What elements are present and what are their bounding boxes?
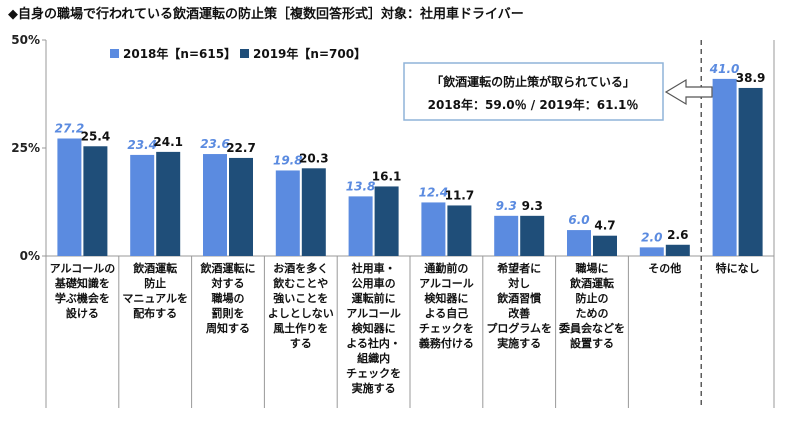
legend: 2018年【n=615】 2019年【n=700】 bbox=[110, 46, 366, 61]
y-tick-label: 25% bbox=[11, 141, 40, 155]
data-label-2019: 4.7 bbox=[594, 219, 615, 233]
category-label: 社用車・公用車の運転前にアルコール検知器による社内・組織内チェックを実施する bbox=[346, 261, 401, 395]
category-label: 職場に飲酒運転防止のための委員会などを設置する bbox=[558, 261, 625, 350]
bar-2018 bbox=[348, 196, 373, 256]
data-label-2018: 9.3 bbox=[496, 199, 517, 213]
bar-2019 bbox=[83, 146, 108, 256]
y-tick-label: 0% bbox=[20, 249, 40, 263]
chart-title: ◆自身の職場で行われている飲酒運転の防止策［複数回答形式］対象：社用車ドライバー bbox=[8, 6, 524, 22]
data-label-2019: 2.6 bbox=[667, 228, 688, 242]
category-label: お酒を多く飲むことや強いことをよしとしない風土作りをする bbox=[268, 261, 334, 350]
y-tick-label: 50% bbox=[11, 33, 40, 47]
legend-swatch bbox=[240, 49, 249, 58]
bars bbox=[57, 78, 763, 257]
bar-2019 bbox=[520, 215, 545, 256]
data-label-2018: 12.4 bbox=[419, 185, 449, 199]
callout-line1: 「飲酒運転の防止策が取られている」 bbox=[431, 74, 635, 89]
data-label-2018: 6.0 bbox=[568, 213, 589, 227]
data-label-2019: 24.1 bbox=[153, 135, 183, 149]
y-axis: 0% 25% 50% bbox=[11, 33, 46, 263]
data-label-2019: 38.9 bbox=[736, 71, 766, 85]
callout-line2: 2018年：59.0％ / 2019年：61.1％ bbox=[428, 97, 639, 112]
data-label-2019: 9.3 bbox=[522, 199, 543, 213]
bar-2018 bbox=[567, 230, 591, 256]
bar-2019 bbox=[229, 157, 253, 256]
data-label-2019: 11.7 bbox=[445, 188, 475, 202]
bar-2019 bbox=[447, 205, 472, 256]
category-label: 飲酒運転防止マニュアルを配布する bbox=[122, 261, 188, 320]
bar-2018 bbox=[494, 215, 519, 256]
bar-2019 bbox=[738, 87, 763, 257]
legend-label: 2019年【n=700】 bbox=[253, 46, 366, 61]
data-label-2018: 19.8 bbox=[273, 153, 303, 167]
data-label-2018: 23.4 bbox=[127, 138, 157, 152]
data-label-2018: 13.8 bbox=[346, 179, 376, 193]
callout: 「飲酒運転の防止策が取られている」 2018年：59.0％ / 2019年：61… bbox=[403, 62, 713, 121]
category-label: 特になし bbox=[716, 261, 760, 275]
category-label: アルコールの基礎知識を学ぶ機会を設ける bbox=[50, 262, 116, 320]
data-label-2019: 22.7 bbox=[226, 141, 256, 155]
bar-2018 bbox=[57, 138, 82, 256]
category-label: 通勤前のアルコール検知器による自己チェックを義務付ける bbox=[419, 261, 474, 350]
data-label-2019: 16.1 bbox=[372, 169, 402, 183]
bar-2019 bbox=[156, 151, 181, 256]
bar-2018 bbox=[421, 202, 446, 256]
bar-2019 bbox=[593, 235, 617, 256]
category-labels: アルコールの基礎知識を学ぶ機会を設ける飲酒運転防止マニュアルを配布する飲酒運転に… bbox=[50, 261, 760, 395]
bar-2018 bbox=[275, 170, 300, 256]
callout-box bbox=[403, 62, 664, 121]
bar-2019 bbox=[665, 244, 690, 256]
data-label-2018: 2.0 bbox=[641, 230, 662, 244]
category-label: 飲酒運転に対する職場の罰則を周知する bbox=[200, 261, 256, 335]
legend-label: 2018年【n=615】 bbox=[123, 46, 236, 61]
data-label-2019: 25.4 bbox=[81, 129, 111, 143]
data-label-2019: 20.3 bbox=[299, 151, 329, 165]
bar-2018 bbox=[130, 154, 155, 256]
bar-2019 bbox=[301, 168, 326, 256]
data-label-2018: 41.0 bbox=[709, 62, 740, 76]
data-label-2018: 27.2 bbox=[55, 121, 85, 135]
category-label: その他 bbox=[648, 261, 681, 275]
callout-arrow-icon bbox=[664, 78, 713, 106]
legend-swatch bbox=[110, 49, 119, 58]
data-label-2018: 23.6 bbox=[200, 137, 230, 151]
bar-2018 bbox=[203, 154, 227, 256]
bar-2018 bbox=[712, 78, 737, 256]
data-labels: 27.225.4 23.424.1 23.622.7 19.820.3 13.816.1… bbox=[55, 62, 766, 244]
bar-2019 bbox=[374, 186, 399, 256]
bar-2018 bbox=[639, 247, 664, 256]
category-label: 希望者に対し飲酒習慣改善プログラムを実施する bbox=[486, 261, 552, 350]
